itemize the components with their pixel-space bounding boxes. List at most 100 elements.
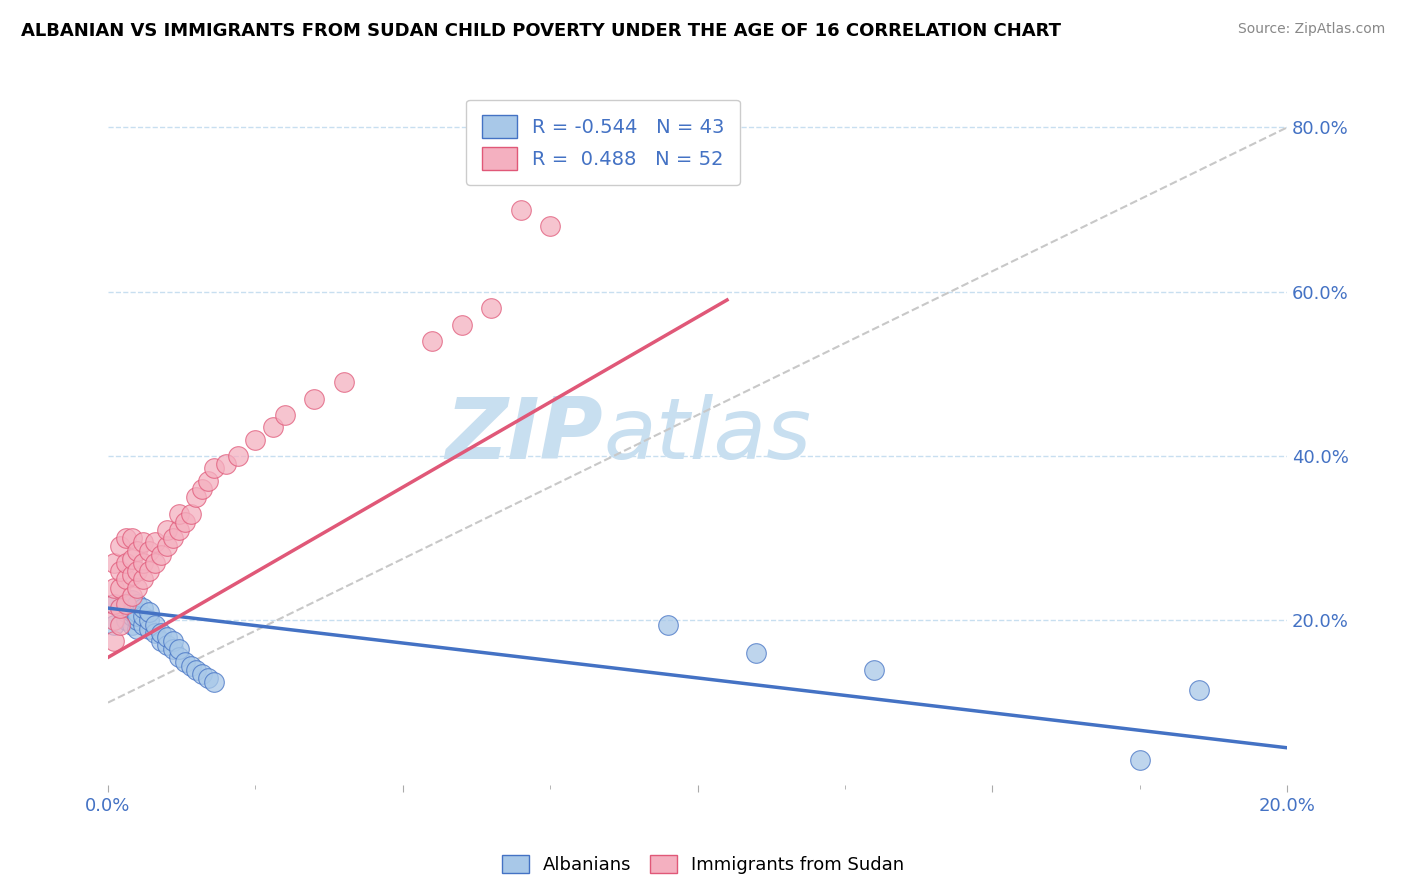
Point [127,622,149,636]
Point [114,614,136,628]
Text: ALBANIAN VS IMMIGRANTS FROM SUDAN CHILD POVERTY UNDER THE AGE OF 16 CORRELATION : ALBANIAN VS IMMIGRANTS FROM SUDAN CHILD … [21,22,1062,40]
Point [450,318,472,332]
Point [745,646,768,660]
Legend: Albanians, Immigrants from Sudan: Albanians, Immigrants from Sudan [495,847,911,881]
Point [262,420,284,434]
Point [1188,683,1211,698]
Point [108,617,131,632]
Point [103,597,125,611]
Point [138,564,160,578]
Point [114,572,136,586]
Point [138,614,160,628]
Point [173,515,195,529]
Point [197,474,219,488]
Point [143,617,166,632]
Point [202,675,225,690]
Point [150,634,173,648]
Point [132,609,155,624]
Point [167,650,190,665]
Point [143,556,166,570]
Point [186,490,208,504]
Point [127,609,149,624]
Point [108,601,131,615]
Point [103,614,125,628]
Point [538,219,561,233]
Point [108,540,131,554]
Point [121,593,143,607]
Point [226,449,249,463]
Text: Source: ZipAtlas.com: Source: ZipAtlas.com [1237,22,1385,37]
Point [103,634,125,648]
Point [274,408,297,422]
Point [138,622,160,636]
Point [150,625,173,640]
Text: atlas: atlas [603,394,811,477]
Point [127,614,149,628]
Point [103,597,125,611]
Point [333,375,356,389]
Point [202,461,225,475]
Point [156,540,179,554]
Point [143,625,166,640]
Point [114,556,136,570]
Point [138,543,160,558]
Point [132,617,155,632]
Point [138,605,160,619]
Point [121,605,143,619]
Point [127,564,149,578]
Point [108,564,131,578]
Point [121,609,143,624]
Point [167,642,190,657]
Point [121,617,143,632]
Point [479,301,502,316]
Point [127,543,149,558]
Point [108,581,131,595]
Point [162,634,184,648]
Point [121,531,143,545]
Point [143,535,166,549]
Point [167,507,190,521]
Point [180,507,202,521]
Point [132,572,155,586]
Point [132,601,155,615]
Point [127,597,149,611]
Point [191,482,214,496]
Point [114,531,136,545]
Point [173,655,195,669]
Point [108,601,131,615]
Point [114,597,136,611]
Point [150,548,173,562]
Point [304,392,326,406]
Point [103,581,125,595]
Point [1129,753,1152,767]
Point [509,202,531,217]
Point [127,581,149,595]
Point [103,556,125,570]
Point [420,334,443,348]
Point [197,671,219,685]
Point [191,666,214,681]
Point [156,638,179,652]
Point [162,531,184,545]
Point [132,535,155,549]
Point [121,589,143,603]
Point [245,433,267,447]
Point [103,617,125,632]
Point [215,458,238,472]
Legend: R = -0.544   N = 43, R =  0.488   N = 52: R = -0.544 N = 43, R = 0.488 N = 52 [467,100,740,186]
Point [114,605,136,619]
Point [167,523,190,537]
Point [162,642,184,657]
Point [132,556,155,570]
Text: ZIP: ZIP [446,394,603,477]
Point [127,605,149,619]
Point [114,597,136,611]
Point [863,663,886,677]
Point [156,630,179,644]
Point [121,551,143,566]
Point [180,658,202,673]
Point [121,601,143,615]
Point [156,523,179,537]
Point [186,663,208,677]
Point [657,617,679,632]
